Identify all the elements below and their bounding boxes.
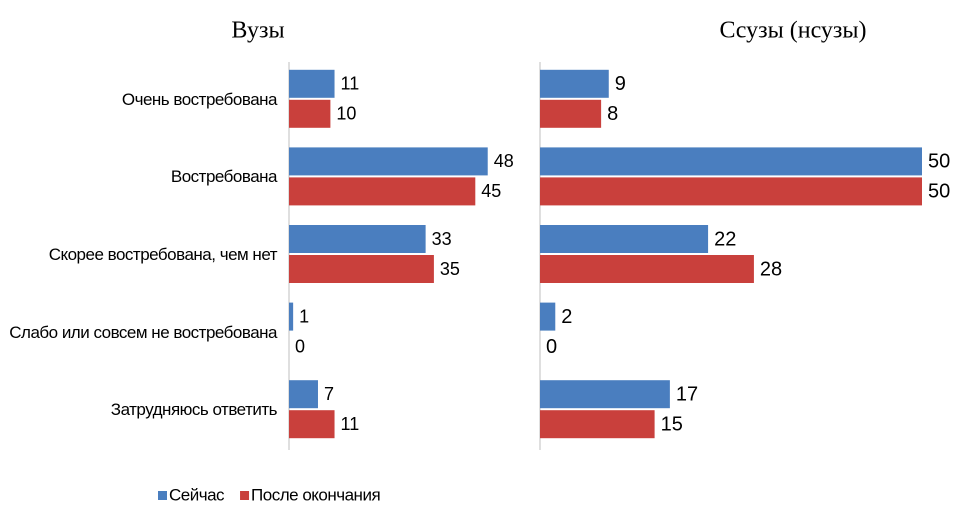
bar [289,255,434,283]
legend-label: После окончания [251,485,380,504]
legend-swatch [158,491,167,500]
value-label: 22 [714,228,736,250]
value-label: 10 [336,104,356,124]
value-label: 11 [341,414,360,434]
bar [289,69,335,98]
bar [289,225,426,253]
y-tick-label: Скорее востребована, чем нет [48,245,278,264]
bar [540,225,709,253]
bar [540,147,922,176]
category-label-box: Востребована [5,142,278,212]
value-label: 9 [615,73,626,95]
value-label: 0 [546,336,557,358]
value-label: 15 [661,413,683,435]
y-tick-label: Востребована [170,167,278,187]
bar [540,177,922,206]
value-label: 45 [481,181,501,201]
value-label: 50 [928,181,950,203]
bar [289,380,318,409]
value-label: 2 [561,306,572,328]
y-tick-label: Затрудняюсь ответить [110,400,278,420]
category-label-box: Слабо или совсем не востребована [5,298,277,368]
bar [540,302,556,331]
value-label: 33 [432,229,452,249]
value-label: 11 [341,74,360,94]
value-label: 8 [607,103,618,125]
value-label: 50 [928,151,950,173]
bar [289,147,488,176]
legend-label: Сейчас [169,485,225,504]
value-label: 48 [494,151,514,171]
y-tick-label: Очень востребована [121,89,278,109]
value-label: 35 [440,259,460,279]
chart-title: Вузы [231,18,284,44]
category-label-box: Скорее востребована, чем нет [5,220,278,290]
legend-swatch [240,491,250,500]
value-label: 0 [295,336,305,356]
value-label: 7 [324,384,334,404]
bar [540,69,609,98]
bar [289,99,331,128]
value-label: 1 [299,306,309,326]
bar [289,302,294,331]
category-label-box: Очень востребована [5,65,278,135]
bar [540,99,602,128]
bar [540,410,655,439]
bar [289,410,335,439]
value-label: 28 [760,258,782,280]
y-tick-label: Слабо или совсем не востребована [9,322,277,342]
bar [540,380,670,409]
category-label-box: Затрудняюсь ответить [5,375,278,445]
bar [289,177,476,206]
chart-title: Ссузы (нсузы) [719,18,866,44]
value-label: 17 [676,383,698,405]
bar [540,255,754,283]
